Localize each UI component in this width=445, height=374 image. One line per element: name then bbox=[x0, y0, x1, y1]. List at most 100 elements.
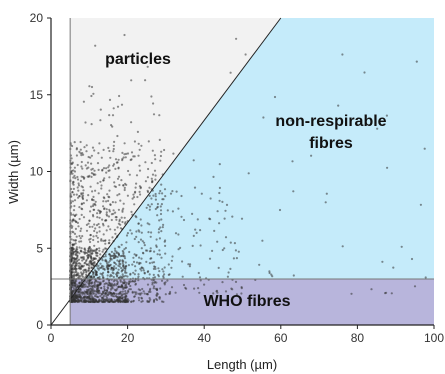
data-point bbox=[139, 238, 143, 241]
x-axis-title: Length (µm) bbox=[207, 357, 277, 372]
data-point bbox=[143, 244, 146, 247]
data-point bbox=[106, 274, 109, 277]
data-point bbox=[91, 295, 94, 298]
data-point bbox=[77, 267, 81, 270]
data-point bbox=[118, 183, 121, 187]
data-point bbox=[72, 181, 75, 184]
data-point bbox=[101, 259, 104, 262]
data-point bbox=[80, 203, 83, 206]
data-point bbox=[100, 264, 104, 267]
data-point bbox=[137, 154, 140, 157]
data-point bbox=[144, 161, 147, 164]
data-point bbox=[92, 273, 95, 276]
data-point bbox=[137, 222, 140, 225]
data-point bbox=[118, 94, 121, 98]
data-point bbox=[108, 176, 111, 179]
data-point bbox=[129, 272, 132, 275]
data-point bbox=[124, 297, 127, 300]
data-point bbox=[386, 166, 389, 169]
data-point bbox=[84, 300, 88, 303]
data-point bbox=[150, 197, 153, 200]
data-point bbox=[154, 174, 157, 177]
data-point bbox=[160, 183, 163, 186]
data-point bbox=[150, 177, 153, 180]
data-point bbox=[88, 174, 91, 177]
data-point bbox=[84, 121, 87, 124]
data-point bbox=[122, 184, 125, 187]
data-point bbox=[117, 276, 120, 279]
data-point bbox=[104, 242, 107, 245]
data-point bbox=[72, 219, 75, 222]
data-point bbox=[141, 287, 144, 291]
data-point bbox=[76, 248, 79, 251]
data-point bbox=[121, 210, 124, 213]
data-point bbox=[121, 281, 124, 284]
data-point bbox=[137, 241, 140, 244]
data-point bbox=[140, 269, 143, 272]
data-point bbox=[157, 228, 161, 231]
data-point bbox=[148, 273, 151, 276]
data-point bbox=[138, 169, 142, 172]
data-point bbox=[72, 193, 76, 196]
data-point bbox=[98, 142, 101, 145]
data-point bbox=[93, 282, 96, 285]
data-point bbox=[127, 290, 130, 293]
data-point bbox=[72, 262, 75, 265]
data-point bbox=[174, 291, 177, 294]
data-point bbox=[108, 253, 111, 256]
data-point bbox=[102, 148, 105, 151]
data-point bbox=[91, 146, 95, 149]
data-point bbox=[90, 298, 93, 301]
data-point bbox=[75, 147, 78, 150]
data-point bbox=[127, 283, 130, 286]
y-tick-label: 10 bbox=[30, 165, 44, 179]
data-point bbox=[144, 79, 147, 82]
data-point bbox=[110, 250, 113, 253]
data-point bbox=[213, 229, 216, 232]
data-point bbox=[363, 71, 366, 74]
data-point bbox=[157, 231, 160, 234]
data-point bbox=[292, 274, 295, 277]
data-point bbox=[125, 264, 128, 267]
data-point bbox=[89, 210, 92, 213]
data-point bbox=[72, 247, 75, 250]
data-point bbox=[223, 247, 226, 250]
data-point bbox=[310, 154, 313, 157]
data-point bbox=[212, 175, 215, 178]
data-point bbox=[101, 222, 105, 225]
data-point bbox=[103, 289, 106, 292]
data-point bbox=[108, 241, 111, 244]
data-point bbox=[71, 243, 74, 246]
data-point bbox=[93, 257, 96, 260]
data-point bbox=[134, 215, 137, 218]
data-point bbox=[124, 269, 127, 272]
data-point bbox=[106, 286, 109, 289]
data-point bbox=[112, 147, 115, 151]
data-point bbox=[154, 198, 157, 201]
data-point bbox=[102, 200, 105, 203]
data-point bbox=[88, 295, 91, 298]
data-point bbox=[133, 191, 137, 194]
data-point bbox=[113, 253, 116, 256]
data-point bbox=[87, 291, 90, 294]
data-point bbox=[73, 141, 76, 144]
data-point bbox=[91, 213, 95, 217]
data-point bbox=[96, 182, 99, 185]
data-point bbox=[92, 271, 95, 274]
data-point bbox=[209, 218, 212, 221]
data-point bbox=[102, 233, 105, 236]
data-point bbox=[152, 113, 156, 116]
data-point bbox=[216, 240, 219, 243]
data-point bbox=[292, 190, 295, 193]
data-point bbox=[80, 299, 83, 302]
data-point bbox=[102, 205, 105, 208]
data-point bbox=[140, 296, 143, 299]
region-particles bbox=[70, 18, 281, 279]
data-point bbox=[124, 267, 127, 270]
data-point bbox=[94, 269, 97, 272]
data-point bbox=[146, 283, 150, 286]
data-point bbox=[138, 299, 141, 302]
data-point bbox=[218, 222, 221, 225]
data-point bbox=[120, 216, 123, 219]
data-point bbox=[124, 274, 127, 277]
